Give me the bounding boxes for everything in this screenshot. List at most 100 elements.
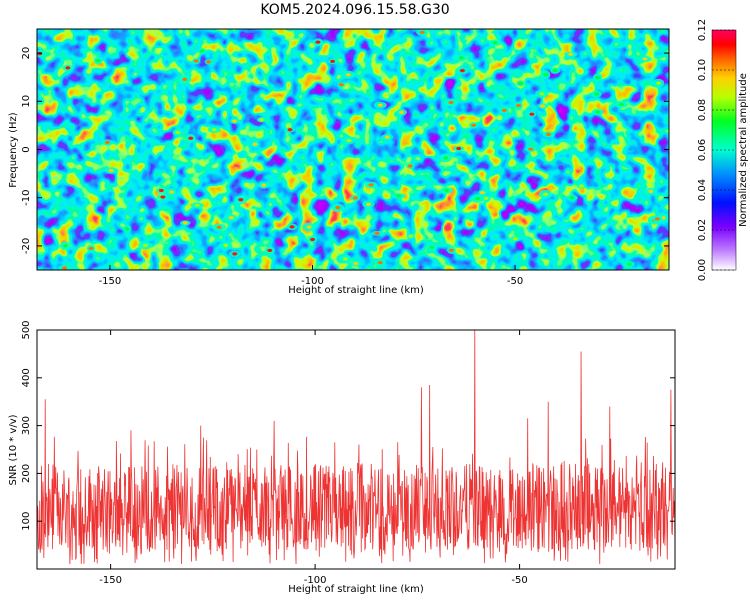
heatmap-hotspot-core — [142, 243, 148, 248]
heatmap-y-tick-label: 0 — [21, 146, 32, 152]
heatmap-hotspot-core — [458, 56, 464, 60]
heatmap-hotspot-core — [471, 123, 477, 127]
heatmap-hotspot-core — [238, 198, 244, 202]
snr-y-tick-label: 300 — [21, 416, 32, 435]
snr-y-tick-label: 400 — [21, 368, 32, 387]
heatmap-hotspot-core — [528, 147, 534, 151]
heatmap-hotspot-core — [540, 104, 546, 108]
heatmap-hotspot-core — [335, 206, 341, 210]
heatmap-hotspot-core — [444, 188, 450, 193]
heatmap-hotspot-core — [306, 225, 312, 229]
heatmap-x-tick-label: -100 — [301, 276, 324, 287]
heatmap-hotspot-core — [365, 202, 371, 206]
heatmap-hotspot-core — [108, 168, 114, 173]
heatmap-hotspot-core — [568, 52, 574, 56]
heatmap-hotspot-core — [259, 118, 265, 122]
heatmap-hotspot-core — [443, 156, 449, 160]
colorbar-tick-label: 0.00 — [697, 259, 708, 281]
snr-y-tick-label: 100 — [21, 512, 32, 531]
heatmap-hotspot-core — [399, 110, 405, 114]
heatmap-y-tick-label: 20 — [21, 47, 32, 60]
heatmap-hotspot-core — [194, 203, 200, 208]
heatmap-hotspot-core — [228, 216, 234, 220]
heatmap-hotspot-core — [384, 135, 390, 139]
heatmap-hotspot-core — [654, 217, 660, 221]
heatmap-hotspot-core — [595, 110, 601, 114]
heatmap-hotspot-core — [578, 184, 584, 188]
colorbar-tick-label: 0.06 — [697, 139, 708, 161]
heatmap-hotspot-core — [216, 225, 222, 229]
heatmap-hotspot-core — [231, 119, 237, 123]
snr-line — [37, 330, 675, 565]
heatmap-hotspot-core — [346, 138, 352, 143]
snr-y-ticks: 100 200 300 400 500 — [21, 320, 675, 531]
heatmap-hotspot-core — [545, 132, 551, 136]
heatmap-image — [37, 29, 669, 270]
heatmap-hotspot-core — [124, 227, 130, 231]
heatmap-y-ticks: -20 -10 0 10 20 — [21, 47, 669, 254]
heatmap-y-tick-label: 10 — [21, 95, 32, 108]
snr-x-ticks: -150 -100 -50 — [99, 330, 528, 586]
heatmap-hotspot-core — [232, 252, 238, 256]
heatmap-hotspot-core — [160, 195, 166, 199]
heatmap-hotspot-core — [193, 59, 199, 63]
heatmap-hotspot-core — [619, 102, 625, 107]
heatmap-hotspot-core — [501, 108, 507, 112]
heatmap-hotspot-core — [261, 183, 267, 187]
colorbar: 0.00 0.02 0.04 0.06 0.08 0.10 0.12 Normalized … — [697, 19, 749, 281]
heatmap-hotspot-core — [448, 248, 454, 252]
heatmap-hotspot-core — [88, 246, 94, 250]
snr-frame — [36, 329, 676, 570]
heatmap-hotspot-core — [345, 73, 351, 77]
heatmap-hotspot-core — [492, 41, 498, 45]
heatmap-hotspot-core — [512, 237, 518, 241]
heatmap-hotspot-core — [408, 234, 414, 238]
heatmap-x-axis-label: Height of straight line (km) — [288, 285, 424, 296]
heatmap-x-tick-label: -50 — [507, 276, 523, 287]
heatmap-hotspot-core — [483, 196, 489, 200]
heatmap-hotspot-core — [267, 248, 273, 253]
heatmap-peaks — [37, 29, 669, 270]
snr-panel: -150 -100 -50 100 200 300 400 500 Height of st… — [8, 320, 676, 595]
heatmap-hotspot-core — [104, 140, 110, 144]
heatmap-hotspot-core — [169, 190, 175, 194]
heatmap-hotspot-core — [330, 59, 336, 63]
heatmap-hotspot-core — [374, 231, 380, 235]
heatmap-hotspot-core — [188, 136, 194, 140]
heatmap-hotspot-core — [475, 196, 481, 201]
heatmap-hotspot-core — [539, 92, 545, 96]
heatmap-hotspot-core — [518, 81, 524, 85]
heatmap-hotspot-core — [353, 261, 359, 266]
heatmap-hotspot-core — [182, 77, 188, 81]
heatmap-hotspot-core — [65, 66, 71, 70]
snr-x-tick-label: -50 — [511, 575, 527, 586]
heatmap-hotspot-core — [459, 69, 465, 73]
heatmap-y-tick-label: -20 — [21, 238, 32, 254]
colorbar-tick-label: 0.04 — [697, 179, 708, 201]
figure-title: KOM5.2024.096.15.58.G30 — [260, 2, 449, 18]
heatmap-hotspot-core — [206, 60, 212, 64]
heatmap-hotspot-core — [199, 49, 205, 53]
heatmap-hotspot-core — [95, 58, 101, 63]
heatmap-hotspot-core — [642, 57, 648, 61]
heatmap-hotspot-core — [338, 83, 344, 87]
heatmap-hotspot-core — [543, 192, 549, 196]
heatmap-hotspot-core — [62, 266, 68, 270]
heatmap-hotspot-core — [252, 142, 258, 146]
colorbar-tick-label: 0.10 — [697, 59, 708, 81]
heatmap-hotspot-core — [310, 237, 316, 242]
heatmap-hotspot-core — [456, 146, 462, 151]
heatmap-hotspot-core — [595, 76, 601, 80]
snr-x-tick-label: -100 — [304, 575, 327, 586]
heatmap-hotspot-core — [158, 188, 164, 193]
heatmap-x-tick-label: -150 — [99, 276, 122, 287]
heatmap-y-tick-label: -10 — [21, 190, 32, 206]
heatmap-hotspot-core — [62, 244, 68, 248]
heatmap-hotspot-core — [377, 103, 383, 107]
heatmap-hotspot-core — [223, 243, 229, 248]
colorbar-tick-label: 0.12 — [697, 19, 708, 41]
colorbar-tick-label: 0.02 — [697, 219, 708, 241]
heatmap-hotspot-core — [342, 257, 348, 261]
